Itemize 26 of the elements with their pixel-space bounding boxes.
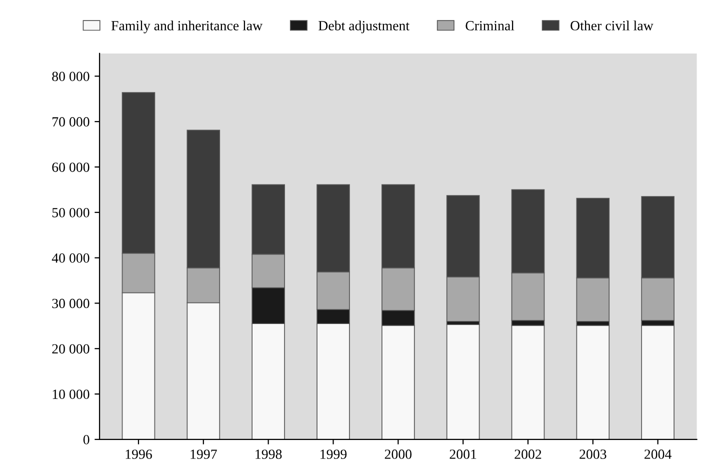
legend-label: Other civil law xyxy=(570,20,654,30)
x-tick-label: 2003 xyxy=(580,450,606,459)
y-tick-label: 40 000 xyxy=(52,253,90,263)
y-tick-label: 60 000 xyxy=(52,162,90,172)
x-tick-label: 1999 xyxy=(320,450,347,459)
x-tick-label: 1998 xyxy=(256,450,282,459)
x-tick-label: 1996 xyxy=(126,450,152,459)
bar xyxy=(446,324,480,440)
x-tick-label: 1997 xyxy=(190,450,217,459)
x-tick-label: 2001 xyxy=(450,450,476,459)
bar xyxy=(576,325,610,440)
y-tick-label: 0 xyxy=(83,435,90,444)
legend-label: Criminal xyxy=(466,20,514,30)
x-tick-label: 2004 xyxy=(644,450,672,459)
x-tick-label: 2000 xyxy=(384,450,412,459)
legend-label: Debt adjustment xyxy=(318,20,410,34)
y-tick-label: 20 000 xyxy=(52,344,90,354)
y-tick-label: 30 000 xyxy=(52,298,90,308)
bar xyxy=(641,325,674,440)
y-tick-label: 50 000 xyxy=(52,208,90,218)
y-tick-label: 80 000 xyxy=(52,72,90,82)
bar xyxy=(511,325,545,440)
y-tick-label: 10 000 xyxy=(52,390,90,399)
y-tick-label: 70 000 xyxy=(52,117,90,127)
legend-label: Family and inheritance law xyxy=(111,20,263,34)
x-tick-label: 2002 xyxy=(514,450,542,459)
